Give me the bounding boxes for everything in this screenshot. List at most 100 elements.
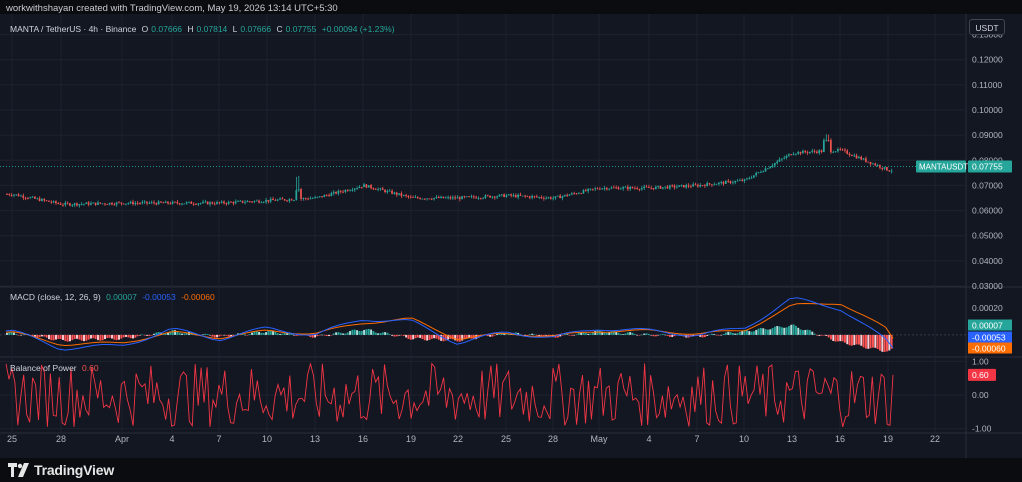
candle	[260, 200, 263, 204]
candle-body	[339, 190, 342, 192]
candle-body	[836, 148, 839, 152]
candle-body	[272, 198, 274, 201]
candle	[185, 201, 188, 205]
macd-histogram-bar	[393, 334, 396, 337]
candle	[881, 167, 884, 171]
bop-line	[5, 362, 894, 428]
candle-body	[598, 188, 601, 190]
candle	[766, 168, 769, 170]
candle-body	[204, 201, 207, 203]
candle-body	[727, 180, 730, 182]
macd-histogram-bar	[104, 334, 106, 340]
macd-histogram-bar	[255, 331, 258, 335]
candle	[743, 178, 746, 184]
price-tick-label: 0.09000	[972, 130, 1003, 140]
macd-histogram-bar	[454, 334, 457, 341]
candle	[731, 180, 734, 185]
candle	[276, 198, 279, 202]
candle	[286, 199, 288, 202]
candle-body	[694, 184, 697, 186]
macd-histogram-bar	[356, 330, 359, 335]
symbol-tag-label: MANTAUSDT	[919, 162, 968, 171]
candle	[615, 185, 617, 189]
candle	[876, 163, 879, 167]
candle-body	[640, 188, 643, 190]
macd-histogram-bar	[741, 330, 744, 335]
candle-body	[664, 186, 666, 188]
macd-histogram-bar	[822, 334, 825, 336]
macd-histogram-bar	[470, 334, 473, 339]
candle-body	[463, 196, 466, 198]
candle-body	[839, 148, 842, 150]
macd-histogram-bar	[526, 334, 529, 336]
candle-body	[213, 203, 216, 205]
macd-histogram-bar	[773, 326, 776, 335]
candle-body	[178, 203, 181, 205]
candle	[297, 175, 300, 192]
candle	[176, 200, 179, 205]
candle-body	[409, 196, 412, 198]
macd-histogram-bar	[225, 334, 228, 336]
macd-histogram-bar	[757, 328, 760, 335]
open-value: 0.07666	[151, 24, 183, 34]
candle	[792, 152, 795, 156]
candle-body	[85, 202, 88, 204]
candle	[73, 202, 76, 208]
candle-body	[442, 196, 445, 199]
price-tick-label: 0.06000	[972, 206, 1003, 216]
macd-histogram-bar	[575, 334, 578, 336]
macd-histogram-bar	[437, 334, 440, 340]
bop-tag-bg	[968, 368, 996, 381]
candle-body	[685, 185, 687, 188]
macd-histogram-bar	[759, 327, 762, 335]
candle-body	[101, 203, 104, 205]
candle	[580, 192, 582, 195]
candle	[808, 151, 811, 154]
macd-histogram-bar	[379, 333, 382, 335]
candle	[192, 202, 195, 207]
candle	[386, 189, 389, 194]
macd-histogram-bar	[129, 334, 132, 339]
macd-histogram-bar	[400, 334, 403, 336]
candle	[797, 150, 800, 155]
currency-button[interactable]: USDT	[969, 19, 1005, 35]
candle	[694, 182, 697, 186]
macd-histogram-bar	[573, 334, 576, 336]
candle-body	[780, 158, 783, 160]
chart-canvas[interactable]: 25 28 Apr 4 7 10 13 16 19 22 25 28 May 4 7 10 13 16 19 22 0.…	[0, 14, 1022, 458]
candle	[498, 194, 501, 197]
candle-body	[183, 203, 186, 205]
candle	[395, 191, 398, 197]
macd-histogram-bar	[528, 334, 531, 335]
candle	[458, 195, 461, 202]
candle-body	[237, 200, 239, 202]
candle-body	[799, 151, 802, 154]
candle	[549, 196, 552, 200]
candle	[255, 199, 258, 202]
candle-body	[34, 196, 36, 199]
macd-histogram-bar	[514, 332, 517, 335]
candle-body	[570, 193, 573, 195]
tradingview-logo[interactable]: TradingView	[8, 462, 114, 478]
candle-body	[80, 204, 83, 205]
candle-body	[246, 201, 249, 203]
candle-body	[393, 192, 396, 194]
candle-body	[304, 198, 307, 199]
macd-histogram-bar	[505, 334, 508, 335]
candle-body	[869, 162, 872, 165]
macd-histogram-bar	[820, 334, 823, 336]
macd-histogram-bar	[612, 330, 615, 335]
candle	[825, 134, 828, 142]
candle	[815, 149, 818, 154]
macd-legend: MACD (close, 12, 26, 9) 0.00007 -0.00053…	[10, 292, 218, 302]
candle-body	[356, 188, 358, 189]
candle	[400, 191, 403, 199]
candle-body	[589, 188, 592, 190]
candle	[38, 196, 41, 202]
candle	[407, 195, 410, 199]
macd-histogram-bar	[582, 332, 585, 335]
macd-histogram-bar	[43, 334, 46, 337]
macd-histogram-bar	[22, 334, 25, 336]
macd-histogram-bar	[570, 334, 573, 336]
